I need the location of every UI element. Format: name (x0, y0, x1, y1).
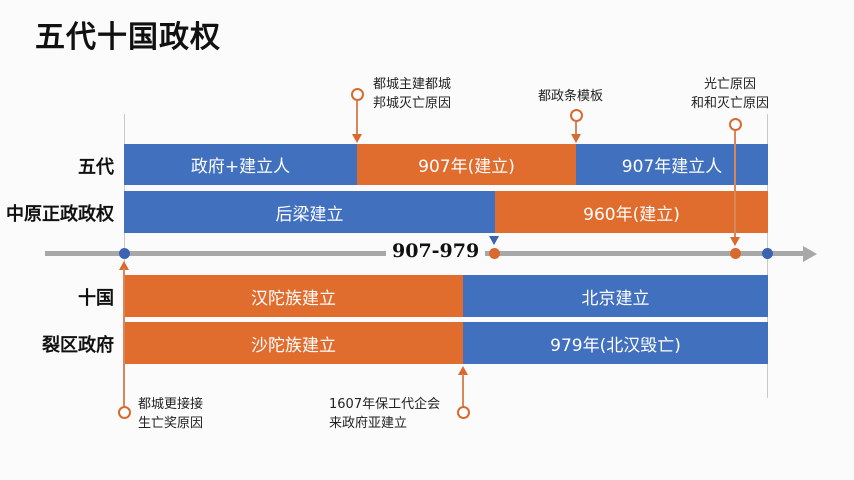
callout-top3: 光亡原因 和和灭亡原因 (691, 77, 770, 111)
callout-circle-icon (457, 406, 470, 419)
row-label-shiguo: 十国 (78, 288, 114, 309)
axis-arrow-icon (803, 246, 817, 262)
axis-label: 907-979 (386, 240, 486, 262)
timeline-dot (762, 248, 773, 259)
timeline-dot (489, 248, 500, 259)
bar-segment: 沙陀族建立 (124, 322, 463, 364)
arrow-up-icon (458, 366, 468, 375)
row-label-wudai: 五代 (78, 157, 114, 178)
timeline-dot (119, 248, 130, 259)
callout-top2: 都政条模板 (538, 89, 604, 104)
callout-line (462, 374, 464, 406)
callout-line (575, 122, 577, 135)
arrow-down-icon (489, 236, 499, 245)
callout-circle-icon (570, 109, 583, 122)
callout-line (734, 131, 736, 239)
timeline-dot (730, 248, 741, 259)
callout-circle-icon (351, 88, 364, 101)
bar-segment: 907年(建立) (357, 144, 576, 185)
callout-top1: 都城主建都城 邦城灭亡原因 (373, 77, 452, 111)
callout-bottom2: 1607年保工代企会 来政府亚建立 (329, 397, 441, 431)
row-label-regional: 裂区政府 (42, 335, 114, 356)
row-label-zhongyuan: 中原正政政权 (6, 204, 114, 225)
callout-circle-icon (118, 406, 131, 419)
arrow-down-icon (730, 237, 740, 246)
arrow-down-icon (352, 134, 362, 143)
callout-line (356, 101, 358, 135)
bar-segment: 汉陀族建立 (124, 275, 463, 317)
arrow-up-icon (119, 261, 129, 270)
callout-bottom1: 都城更接接 生亡奖原因 (138, 397, 204, 431)
bar-segment: 979年(北汉毁亡) (463, 322, 768, 364)
bar-segment: 907年建立人 (576, 144, 768, 185)
bar-segment: 960年(建立) (495, 191, 768, 233)
page-title: 五代十国政权 (35, 20, 221, 55)
left-boundary-line (124, 114, 125, 264)
callout-circle-icon (729, 118, 742, 131)
bar-segment: 政府+建立人 (124, 144, 357, 185)
arrow-down-icon (571, 134, 581, 143)
bar-segment: 后梁建立 (124, 191, 495, 233)
callout-line (123, 268, 125, 406)
bar-segment: 北京建立 (463, 275, 768, 317)
